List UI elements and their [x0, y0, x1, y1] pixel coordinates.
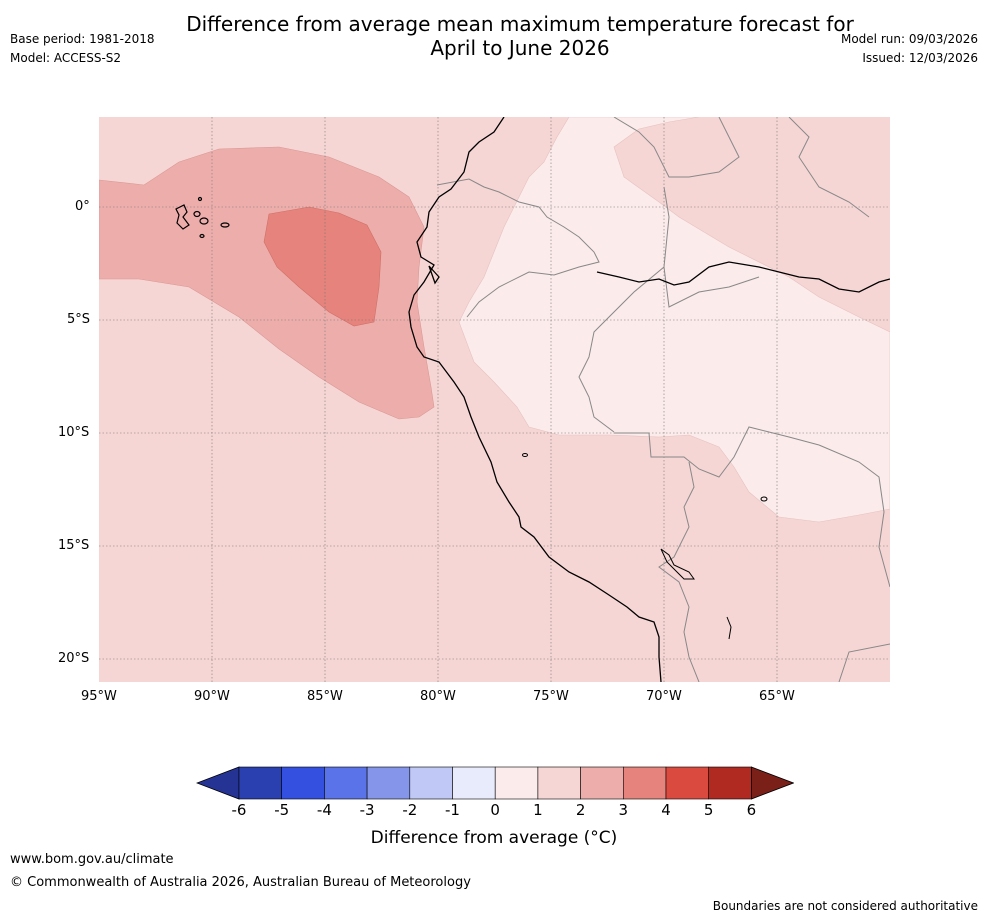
footer-disclaimer: Boundaries are not considered authoritat…	[712, 899, 978, 913]
colorbar-swatch	[537, 766, 581, 800]
colorbar-swatch	[665, 766, 710, 800]
anomaly-region-3-4	[263, 206, 382, 327]
lat-label-0: 0°	[75, 199, 90, 214]
colorbar-swatch	[622, 766, 667, 800]
colorbar-swatch	[324, 766, 368, 800]
issued-date: Issued: 12/03/2026	[862, 51, 978, 65]
model-run: Model run: 09/03/2026	[840, 32, 978, 46]
colorbar-tick-label: 4	[661, 801, 671, 819]
title-line-2: April to June 2026	[430, 36, 610, 60]
colorbar-arrow-high	[751, 766, 794, 800]
colorbar-swatch	[580, 766, 624, 800]
lon-label-80w: 80°W	[420, 689, 456, 704]
colorbar-swatch	[494, 766, 539, 800]
chart-title: Difference from average mean maximum tem…	[0, 12, 988, 60]
lon-label-90w: 90°W	[194, 689, 230, 704]
colorbar-arrow-low	[196, 766, 240, 800]
colorbar-label: Difference from average (°C)	[370, 828, 618, 848]
colorbar-tick-label: -3	[359, 801, 375, 819]
coastline	[408, 117, 890, 682]
lon-label-70w: 70°W	[646, 689, 682, 704]
colorbar-tick-label: -5	[274, 801, 290, 819]
lat-label-15s: 15°S	[58, 538, 90, 553]
colorbar-tick-label: -1	[445, 801, 460, 819]
colorbar-swatch	[281, 766, 325, 800]
base-period: Base period: 1981-2018	[10, 32, 155, 46]
colorbar-tick-label: 6	[746, 801, 757, 819]
colorbar-tick-label: -4	[316, 801, 332, 819]
title-line-1: Difference from average mean maximum tem…	[186, 12, 854, 36]
colorbar-swatch	[409, 766, 453, 800]
colorbar-tick-label: 0	[490, 801, 500, 819]
colorbar-tick-label: 2	[575, 801, 586, 819]
colorbar	[196, 766, 794, 800]
anomaly-region-0-1	[458, 117, 890, 523]
colorbar-tick-label: -2	[402, 801, 418, 819]
galapagos-islands	[175, 196, 230, 239]
model-name: Model: ACCESS-S2	[10, 51, 122, 65]
colorbar-tick-label: 5	[703, 801, 714, 819]
lat-label-10s: 10°S	[58, 425, 90, 440]
colorbar-swatch	[238, 766, 283, 800]
colorbar-swatch	[452, 766, 496, 800]
footer-copyright: © Commonwealth of Australia 2026, Austra…	[10, 875, 471, 890]
colorbar-swatches	[196, 766, 794, 800]
colorbar-tick-label: 3	[618, 801, 629, 819]
anomaly-region-2-3	[99, 146, 435, 420]
anomaly-map	[99, 117, 890, 682]
lat-label-5s: 5°S	[67, 312, 91, 327]
footer-url: www.bom.gov.au/climate	[10, 852, 174, 867]
map-gridlines	[99, 117, 890, 682]
lat-label-20s: 20°S	[58, 651, 90, 666]
lon-label-75w: 75°W	[533, 689, 569, 704]
lon-label-95w: 95°W	[81, 689, 117, 704]
colorbar-swatch	[366, 766, 411, 800]
colorbar-tick-label: -6	[231, 801, 247, 819]
lakes	[522, 453, 768, 640]
country-borders	[436, 117, 890, 682]
lon-label-65w: 65°W	[759, 689, 795, 704]
colorbar-tick-label: 1	[533, 801, 543, 819]
lon-label-85w: 85°W	[307, 689, 343, 704]
colorbar-swatch	[708, 766, 752, 800]
